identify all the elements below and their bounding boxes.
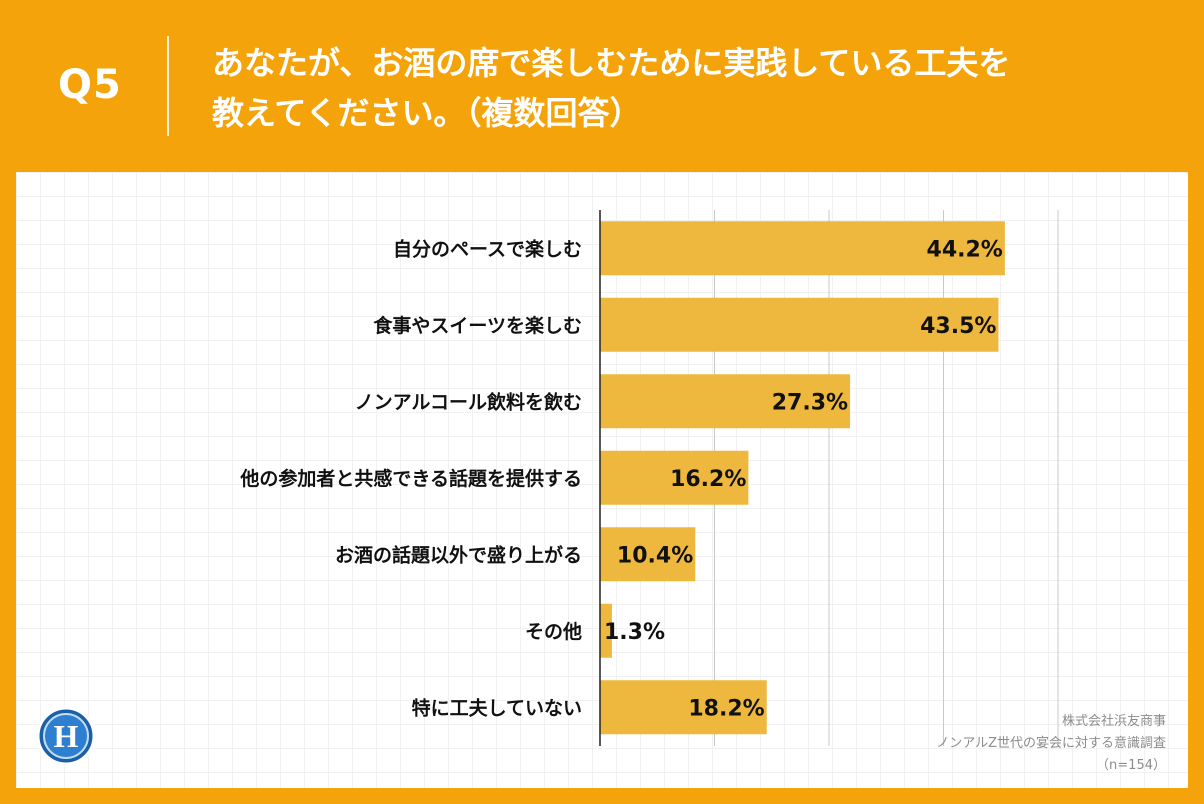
- category-label: 他の参加者と共感できる話題を提供する: [239, 467, 582, 490]
- value-label: 43.5%: [920, 314, 996, 339]
- bar: [600, 297, 999, 352]
- bar: [600, 680, 767, 735]
- category-label: その他: [525, 620, 582, 643]
- value-label: 16.2%: [670, 467, 746, 492]
- category-label: 自分のペースで楽しむ: [393, 237, 582, 260]
- value-label: 27.3%: [772, 390, 848, 415]
- category-label: 食事やスイーツを楽しむ: [373, 314, 582, 337]
- value-label: 44.2%: [927, 237, 1003, 262]
- source-sample: （n=154）: [1096, 758, 1166, 773]
- question-title-line2: 教えてください。（複数回答）: [212, 94, 642, 132]
- source-survey: ノンアルZ世代の宴会に対する意識調査: [936, 736, 1166, 751]
- question-number: Q5: [58, 62, 122, 108]
- value-label: 18.2%: [688, 696, 764, 721]
- bar: [600, 603, 612, 658]
- source-note: 株式会社浜友商事 ノンアルZ世代の宴会に対する意識調査 （n=154）: [846, 711, 1166, 777]
- chart-panel: 自分のペースで楽しむ 44.2% 食事やスイーツを楽しむ 43.5% ノンアルコール飲料…: [16, 172, 1188, 788]
- bar: [600, 450, 749, 505]
- bar: [600, 221, 1005, 276]
- question-title: あなたが、お酒の席で楽しむために実践している工夫を 教えてください。（複数回答）: [212, 38, 1152, 138]
- bar: [600, 527, 696, 582]
- bar-chart: 自分のペースで楽しむ 44.2% 食事やスイーツを楽しむ 43.5% ノンアルコール飲料…: [239, 210, 1059, 746]
- value-label: 10.4%: [617, 543, 693, 568]
- header-divider: [167, 36, 169, 136]
- category-label: 特に工夫していない: [412, 697, 582, 719]
- logo-letter: H: [54, 718, 79, 754]
- bar: [600, 374, 851, 429]
- category-label: ノンアルコール飲料を飲む: [355, 390, 582, 413]
- category-label: お酒の話題以外で盛り上がる: [335, 543, 582, 566]
- question-title-line1: あなたが、お酒の席で楽しむために実践している工夫を: [212, 44, 1011, 82]
- h-logo-icon: H: [36, 706, 96, 766]
- question-header: Q5 あなたが、お酒の席で楽しむために実践している工夫を 教えてください。（複数…: [0, 0, 1204, 172]
- source-company: 株式会社浜友商事: [1061, 714, 1166, 729]
- value-label: 1.3%: [604, 620, 665, 645]
